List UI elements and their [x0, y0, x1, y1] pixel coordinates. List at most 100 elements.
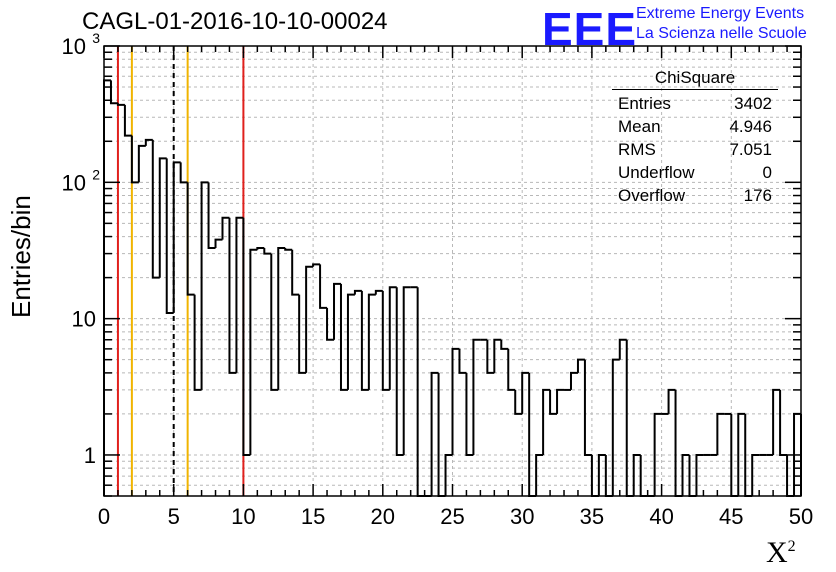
- x-tick-label: 50: [789, 504, 813, 529]
- histogram-bin: [632, 453, 641, 496]
- histogram-bin: [528, 372, 537, 497]
- histogram-bin: [542, 388, 551, 455]
- org-name: Extreme Energy Events La Scienza nelle S…: [636, 4, 807, 44]
- histogram-bin: [346, 293, 355, 390]
- histogram-bin: [172, 161, 181, 313]
- histogram-bin: [360, 290, 369, 391]
- histogram-bin: [514, 389, 523, 415]
- histogram-bin: [305, 265, 314, 373]
- histogram-bin: [437, 372, 446, 497]
- histogram-bin: [549, 389, 558, 415]
- histogram-bin: [200, 181, 209, 390]
- histogram-bin: [137, 144, 146, 183]
- histogram-bin: [242, 217, 251, 456]
- histogram-bin: [535, 453, 544, 496]
- stats-label: Underflow: [618, 163, 695, 182]
- x-tick-label: 10: [231, 504, 255, 529]
- histogram-bin: [123, 104, 132, 137]
- histogram-bin: [716, 412, 725, 455]
- x-axis-label: X2: [766, 536, 796, 570]
- histogram-bin: [353, 289, 362, 295]
- histogram-bin: [249, 248, 258, 455]
- histogram-bin: [193, 294, 202, 391]
- reference-lines: [116, 46, 245, 496]
- x-tick-label: 30: [510, 504, 534, 529]
- histogram-bin: [611, 358, 620, 496]
- histogram-bin: [583, 359, 592, 456]
- stats-label: Mean: [618, 117, 661, 136]
- histogram-bin: [374, 289, 383, 295]
- histogram-bin: [430, 371, 439, 496]
- histogram-bin: [388, 286, 397, 390]
- histogram-bin: [472, 338, 481, 455]
- x-tick-label: 5: [168, 504, 180, 529]
- histogram-bin: [653, 412, 662, 496]
- x-tick-label: 20: [371, 504, 395, 529]
- histogram-bin: [158, 157, 167, 278]
- stats-row: Mean 4.946: [612, 115, 778, 138]
- histogram-bin: [319, 264, 328, 309]
- histogram-bin: [235, 216, 244, 373]
- histogram-bin: [270, 253, 279, 391]
- stats-row: Underflow 0: [612, 161, 778, 184]
- histogram-bin: [144, 138, 153, 146]
- histogram-bin: [772, 388, 781, 455]
- histogram-bin: [597, 453, 606, 496]
- histogram-bin: [618, 338, 627, 360]
- histogram-bin: [521, 371, 530, 414]
- stats-label: Entries: [618, 94, 671, 113]
- histogram-bin: [214, 238, 223, 248]
- x-tick-label: 25: [440, 504, 464, 529]
- histogram-bin: [221, 216, 230, 240]
- histogram-bin: [326, 307, 335, 341]
- histogram-bin: [625, 339, 634, 497]
- y-tick-label: 1: [84, 443, 96, 468]
- histogram-bin: [179, 162, 188, 184]
- histogram-bin: [444, 453, 453, 496]
- histogram-bin: [256, 246, 265, 250]
- histogram-bin: [493, 338, 502, 373]
- page-title: CAGL-01-2016-10-10-00024: [82, 8, 388, 35]
- histogram-bin: [751, 453, 760, 496]
- histogram-bin: [681, 453, 690, 496]
- histogram-bin: [569, 371, 578, 390]
- histogram-bin: [500, 339, 509, 350]
- histogram-bin: [130, 135, 139, 184]
- histogram-bin: [737, 412, 746, 496]
- y-tick-label: 10: [62, 170, 86, 195]
- grid-lines: [103, 45, 802, 497]
- histogram-bin: [395, 287, 404, 456]
- histogram-bin: [576, 358, 585, 373]
- histogram-bin: [451, 347, 460, 455]
- histogram-bin: [312, 263, 321, 267]
- histogram-bin: [284, 247, 293, 251]
- y-axis-label: Entries/bin: [6, 195, 36, 318]
- x-tick-label: 35: [580, 504, 604, 529]
- stats-row: RMS 7.051: [612, 138, 778, 161]
- stats-value: 0: [762, 163, 772, 182]
- histogram-bin: [458, 348, 467, 374]
- histogram-bin: [339, 283, 348, 391]
- histogram-bin: [486, 339, 495, 374]
- org-name-line1: Extreme Energy Events: [636, 5, 805, 22]
- x-tick-label: 0: [98, 504, 110, 529]
- x-axis-label-superscript: 2: [787, 538, 796, 555]
- axes: [103, 45, 802, 497]
- histogram-bin: [507, 348, 516, 391]
- histogram-bin: [151, 139, 160, 279]
- stats-value: 4.946: [729, 117, 772, 136]
- x-tick-label: 40: [649, 504, 673, 529]
- histogram-bin: [116, 103, 125, 106]
- stats-title: ChiSquare: [612, 68, 778, 90]
- histogram-bin: [207, 182, 216, 249]
- histogram-bin: [695, 453, 704, 496]
- histogram-bin: [228, 217, 237, 374]
- y-tick-label-exponent: 2: [92, 166, 100, 182]
- histogram-bin: [277, 246, 286, 390]
- histogram-bin: [381, 290, 390, 391]
- histogram-bin: [103, 79, 111, 496]
- y-tick-label: 10: [72, 307, 96, 332]
- y-tick-label: 10: [62, 34, 86, 59]
- x-axis-label-base: X: [766, 536, 788, 569]
